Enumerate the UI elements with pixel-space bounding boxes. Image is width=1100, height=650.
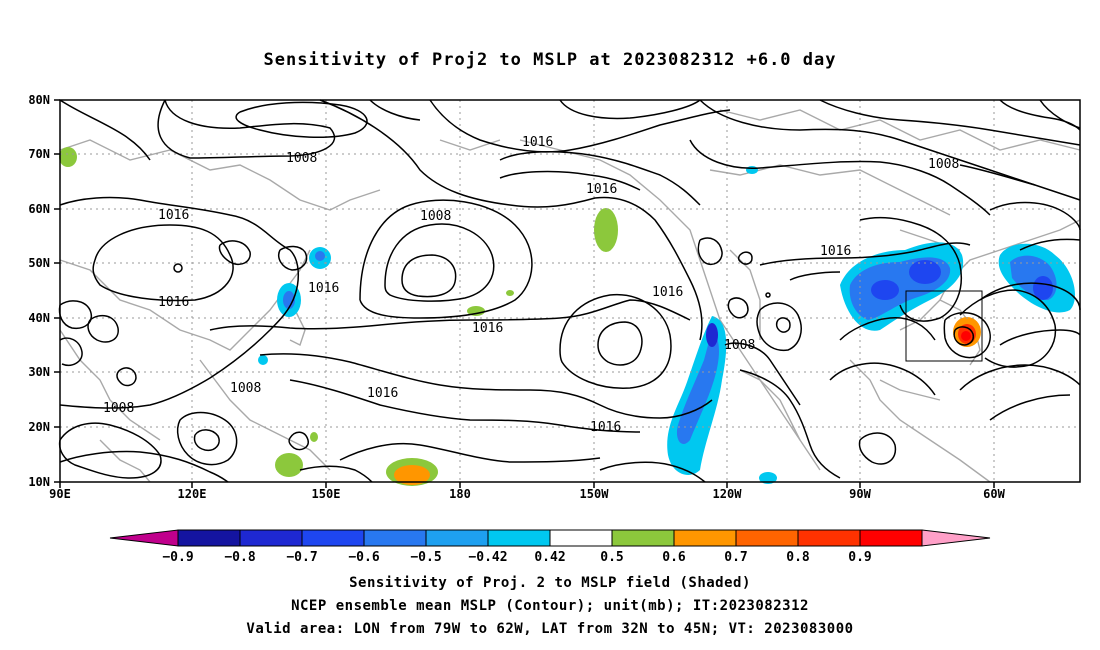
contour-label: 1008 [928,157,959,172]
colorbar-tick-label: 0.5 [600,550,623,565]
contour-label: 1008 [230,381,261,396]
lon-label: 60W [983,487,1005,501]
axis-ticks [54,99,995,488]
contour-label: 1016 [522,135,553,150]
colorbar-segment [487,529,551,547]
colorbar-tick-label: 0.6 [662,550,686,565]
colorbar-tick-label: 0.8 [786,550,810,565]
lon-label: 150E [312,487,341,501]
map-plot: 1008 1016 1016 1008 1016 1008 1016 1016 … [28,93,1081,501]
colorbar-segments [109,529,991,547]
lon-label: 150W [580,487,610,501]
colorbar: −0.9 −0.8 −0.7 −0.6 −0.5 −0.42 0.42 0.5 0.6 0.7 0.… [109,529,991,565]
colorbar-segment [363,529,427,547]
colorbar-tick-label: 0.42 [534,550,565,565]
contour-label: 1016 [158,208,189,223]
lat-label: 30N [28,365,50,379]
lon-label: 180 [449,487,471,501]
lon-label: 120W [713,487,743,501]
contour-label: 1016 [158,295,189,310]
longitude-labels: 90E 120E 150E 180 150W 120W 90W 60W [49,487,1005,501]
colorbar-segment [549,529,613,547]
caption-line-1: Sensitivity of Proj. 2 to MSLP field (Sh… [349,575,751,591]
colorbar-segment [735,529,799,547]
colorbar-segment [673,529,737,547]
lat-label: 70N [28,147,50,161]
contour-label: 1016 [308,281,339,296]
contour-label: 1016 [590,420,621,435]
lon-label: 90E [49,487,71,501]
lat-label: 40N [28,311,50,325]
colorbar-tick-label: −0.9 [162,550,193,565]
caption-line-2: NCEP ensemble mean MSLP (Contour); unit(… [291,598,809,614]
lat-label: 50N [28,256,50,270]
contour-label: 1016 [586,182,617,197]
colorbar-tick-label: −0.5 [410,550,441,565]
latitude-labels: 80N 70N 60N 50N 40N 30N 20N 10N [28,93,50,489]
valid-area-box [905,290,983,362]
contour-label: 1016 [652,285,683,300]
colorbar-segment [859,529,923,547]
colorbar-segment [239,529,303,547]
colorbar-tick-label: −0.42 [468,550,507,565]
colorbar-tick-label: −0.8 [224,550,255,565]
colorbar-segment [425,529,489,547]
lat-label: 60N [28,202,50,216]
chart-title: Sensitivity of Proj2 to MSLP at 20230823… [263,50,837,70]
lat-label: 80N [28,93,50,107]
caption-line-3: Valid area: LON from 79W to 62W, LAT fro… [246,621,854,637]
colorbar-labels: −0.9 −0.8 −0.7 −0.6 −0.5 −0.42 0.42 0.5 0.6 0.7 0.… [162,550,871,565]
lat-label: 10N [28,475,50,489]
lat-label: 20N [28,420,50,434]
colorbar-end-right [921,529,991,547]
colorbar-end-left [109,529,179,547]
colorbar-tick-label: −0.6 [348,550,379,565]
lon-label: 90W [849,487,871,501]
colorbar-tick-label: −0.7 [286,550,317,565]
contour-labels: 1008 1016 1016 1008 1016 1008 1016 1016 … [103,135,959,435]
colorbar-segment [797,529,861,547]
contour-label: 1016 [472,321,503,336]
mslp-contours [58,99,1081,483]
colorbar-tick-label: 0.7 [724,550,747,565]
sensitivity-shading [59,147,1075,486]
contour-label: 1016 [820,244,851,259]
contour-label: 1008 [724,338,755,353]
contour-label: 1008 [420,209,451,224]
colorbar-segment [177,529,241,547]
contour-label: 1008 [103,401,134,416]
contour-label: 1008 [286,151,317,166]
plot-frame [59,99,1081,483]
colorbar-segment [611,529,675,547]
lon-label: 120E [178,487,207,501]
colorbar-tick-label: 0.9 [848,550,871,565]
contour-label: 1016 [367,386,398,401]
colorbar-segment [301,529,365,547]
